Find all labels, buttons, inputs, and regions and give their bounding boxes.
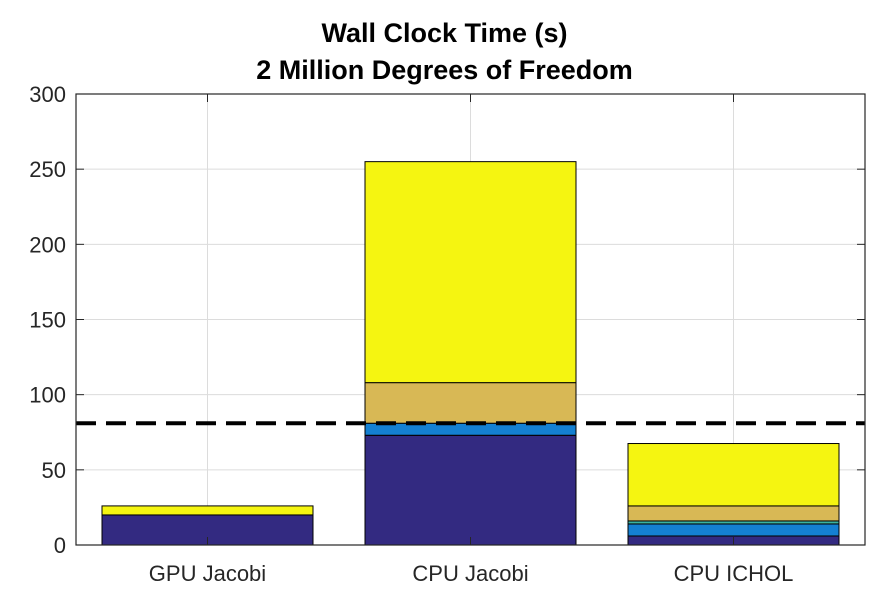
y-tick-label: 300 [29, 82, 66, 107]
y-tick-label: 200 [29, 232, 66, 257]
bar-segment [627, 523, 840, 537]
bar-segment [627, 443, 840, 507]
bar-segment [364, 382, 577, 424]
x-tick-label: CPU ICHOL [674, 561, 794, 586]
x-tick-label: GPU Jacobi [149, 561, 266, 586]
bar-segment [364, 161, 577, 384]
y-tick-label: 100 [29, 383, 66, 408]
y-tick-label: 0 [54, 533, 66, 558]
y-tick-label: 250 [29, 157, 66, 182]
bar-segment [364, 434, 577, 546]
bar-segment [101, 505, 314, 516]
chart-subtitle: 2 Million Degrees of Freedom [256, 55, 633, 85]
y-tick-label: 50 [42, 458, 66, 483]
x-tick-label: CPU Jacobi [412, 561, 528, 586]
chart-title: Wall Clock Time (s) [321, 18, 568, 48]
bar-segment [627, 505, 840, 522]
y-tick-label: 150 [29, 308, 66, 333]
